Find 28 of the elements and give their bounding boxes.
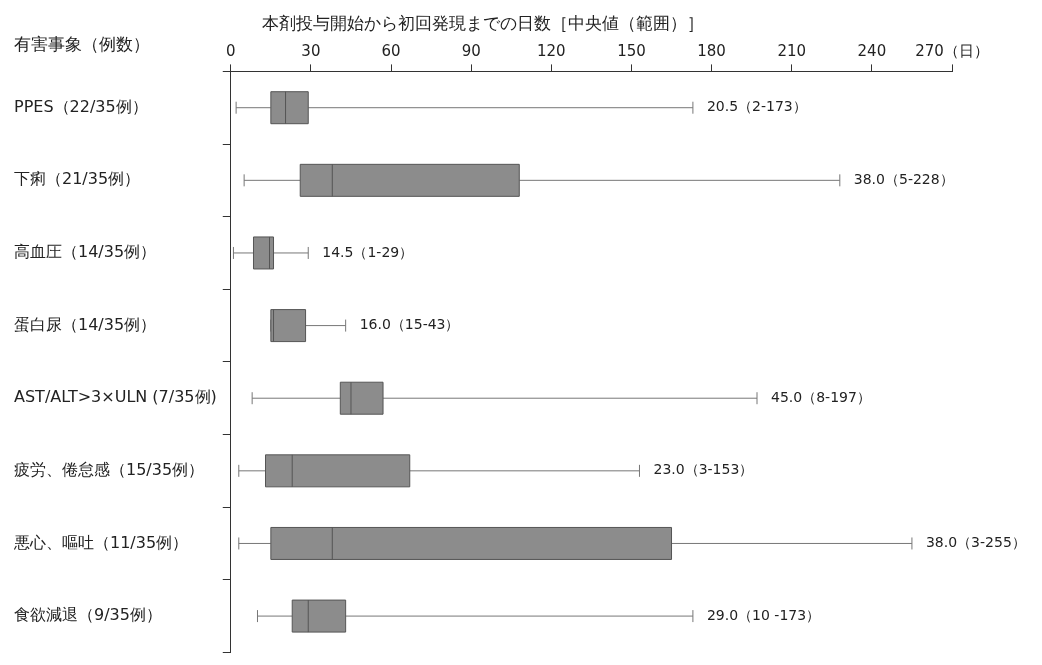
- x-tick-label: 120: [537, 42, 566, 61]
- text: 45.0（8-197）: [771, 388, 871, 405]
- y-tick-label: AST/ALT>3×ULN (7/35例): [14, 387, 217, 407]
- x-tick-label: 270（日）: [915, 42, 989, 61]
- x-tick-label: 30: [301, 42, 321, 61]
- text: 20.5（2-173）: [706, 98, 807, 115]
- x-tick-label: 90: [461, 42, 481, 61]
- y-tick-label: 高血圧（14/35例）: [14, 242, 157, 262]
- y-axis-title: 有害事象（例数）: [14, 33, 150, 54]
- y-tick-label: 下痢（21/35例）: [14, 169, 141, 189]
- y-tick-label: 疲労、倦怠感（15/35例）: [14, 459, 205, 479]
- y-tick-label: PPES（22/35例）: [14, 96, 148, 116]
- x-tick-label: 180: [697, 42, 726, 61]
- x-tick-label: 150: [617, 42, 646, 61]
- x-tick-label: 240: [857, 42, 887, 61]
- y-tick-label: 蛋白尿（14/35例）: [14, 314, 157, 334]
- chart-title: 本剤投与開始から初回発現までの日数［中央値（範囲）］: [262, 12, 704, 33]
- x-tick-label: 210: [777, 42, 807, 61]
- text: 38.0（5-228）: [853, 170, 954, 187]
- text: 23.0（3-153）: [653, 461, 754, 478]
- text: 29.0（10 -173）: [706, 606, 821, 623]
- y-tick-label: 悪心、嘔吐（11/35例）: [13, 532, 189, 552]
- text: 14.5（1-29）: [322, 243, 414, 260]
- text: 16.0（15-43）: [359, 316, 460, 333]
- x-tick-label: 60: [381, 42, 401, 61]
- x-tick-label: 0: [226, 42, 236, 61]
- text: 38.0（3-255）: [925, 534, 1026, 551]
- y-tick-label: 食欲減退（9/35例）: [14, 605, 162, 625]
